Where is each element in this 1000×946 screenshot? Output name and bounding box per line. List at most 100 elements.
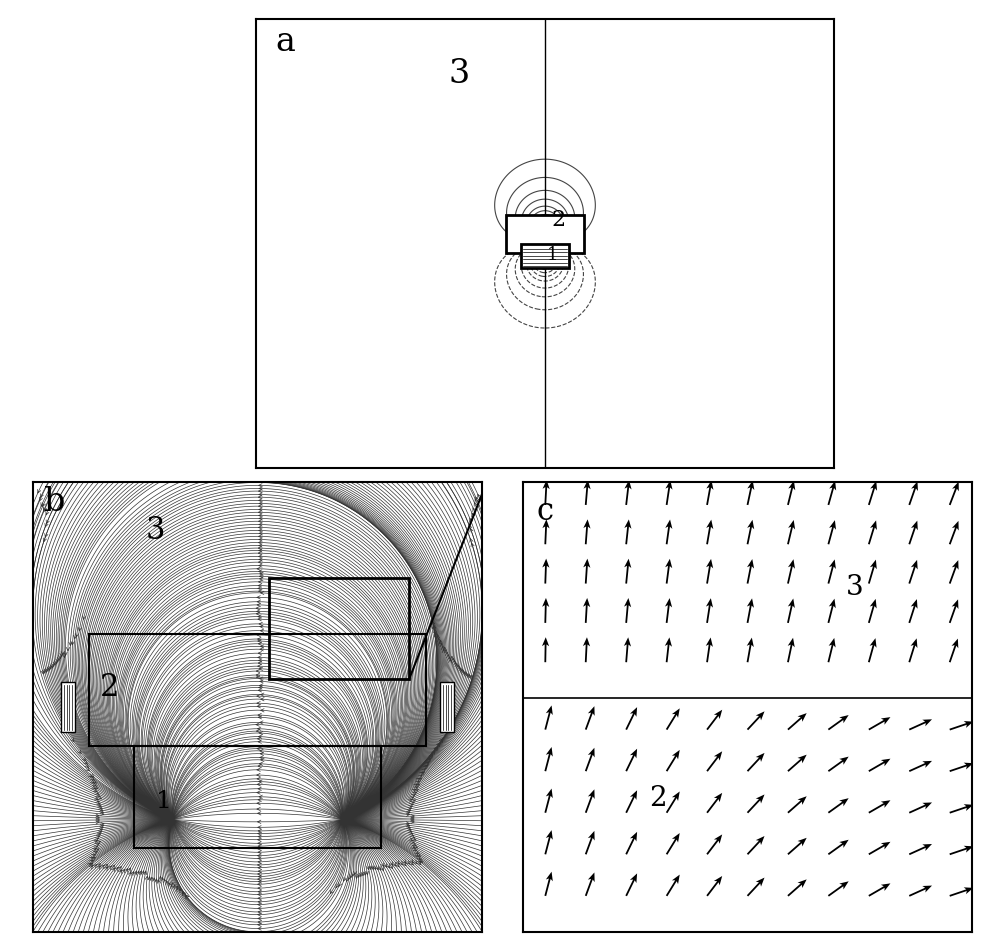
FancyArrowPatch shape: [86, 767, 89, 771]
FancyArrowPatch shape: [258, 923, 261, 926]
FancyArrowPatch shape: [90, 780, 94, 783]
FancyArrowPatch shape: [396, 860, 399, 864]
FancyArrowPatch shape: [442, 649, 445, 653]
FancyArrowPatch shape: [419, 859, 423, 863]
FancyArrowPatch shape: [258, 880, 262, 884]
FancyArrowPatch shape: [368, 866, 372, 869]
FancyArrowPatch shape: [259, 489, 262, 493]
FancyArrowPatch shape: [98, 797, 101, 799]
FancyArrowPatch shape: [423, 765, 427, 769]
FancyArrowPatch shape: [261, 693, 264, 696]
FancyArrowPatch shape: [127, 868, 130, 871]
FancyArrowPatch shape: [258, 906, 261, 910]
FancyArrowPatch shape: [258, 584, 261, 587]
FancyArrowPatch shape: [166, 881, 169, 885]
FancyArrowPatch shape: [257, 596, 260, 599]
FancyArrowPatch shape: [469, 675, 472, 679]
FancyArrowPatch shape: [416, 779, 420, 781]
FancyArrowPatch shape: [258, 727, 261, 730]
FancyArrowPatch shape: [450, 657, 453, 659]
FancyArrowPatch shape: [473, 508, 476, 512]
FancyArrowPatch shape: [412, 837, 416, 840]
FancyArrowPatch shape: [412, 843, 416, 846]
FancyArrowPatch shape: [40, 494, 43, 498]
FancyArrowPatch shape: [474, 502, 477, 506]
FancyArrowPatch shape: [413, 860, 417, 864]
FancyArrowPatch shape: [260, 749, 263, 753]
FancyArrowPatch shape: [431, 621, 434, 624]
FancyArrowPatch shape: [435, 633, 438, 637]
FancyArrowPatch shape: [475, 499, 478, 502]
FancyArrowPatch shape: [101, 822, 104, 826]
FancyArrowPatch shape: [257, 747, 260, 750]
FancyArrowPatch shape: [432, 625, 436, 628]
FancyArrowPatch shape: [259, 762, 263, 765]
FancyArrowPatch shape: [259, 745, 262, 748]
FancyArrowPatch shape: [256, 729, 260, 733]
FancyArrowPatch shape: [260, 574, 263, 578]
FancyArrowPatch shape: [56, 658, 59, 662]
FancyArrowPatch shape: [91, 854, 95, 857]
FancyArrowPatch shape: [46, 520, 49, 524]
FancyArrowPatch shape: [82, 616, 86, 620]
FancyArrowPatch shape: [258, 901, 262, 903]
FancyArrowPatch shape: [136, 871, 139, 875]
FancyArrowPatch shape: [57, 657, 60, 660]
FancyArrowPatch shape: [417, 853, 420, 856]
FancyArrowPatch shape: [131, 871, 134, 875]
FancyArrowPatch shape: [413, 793, 417, 796]
FancyArrowPatch shape: [381, 863, 384, 867]
FancyArrowPatch shape: [78, 750, 81, 753]
FancyArrowPatch shape: [260, 625, 263, 628]
FancyArrowPatch shape: [393, 863, 396, 866]
FancyArrowPatch shape: [259, 523, 262, 526]
Text: 2: 2: [551, 209, 566, 231]
FancyArrowPatch shape: [97, 841, 101, 844]
FancyArrowPatch shape: [89, 866, 93, 869]
FancyArrowPatch shape: [183, 891, 186, 895]
FancyArrowPatch shape: [260, 756, 263, 760]
Text: c: c: [536, 496, 553, 527]
FancyArrowPatch shape: [408, 799, 412, 802]
FancyArrowPatch shape: [260, 677, 263, 680]
FancyArrowPatch shape: [409, 838, 413, 841]
FancyArrowPatch shape: [409, 806, 412, 809]
FancyArrowPatch shape: [257, 600, 261, 604]
FancyArrowPatch shape: [258, 902, 261, 906]
FancyArrowPatch shape: [259, 686, 262, 690]
FancyArrowPatch shape: [96, 818, 99, 822]
FancyArrowPatch shape: [118, 867, 121, 870]
FancyArrowPatch shape: [94, 846, 98, 849]
FancyArrowPatch shape: [174, 885, 177, 889]
FancyArrowPatch shape: [348, 876, 351, 880]
FancyArrowPatch shape: [411, 801, 414, 805]
FancyArrowPatch shape: [54, 660, 58, 664]
FancyArrowPatch shape: [418, 779, 422, 781]
FancyArrowPatch shape: [436, 635, 440, 639]
FancyArrowPatch shape: [43, 508, 47, 512]
FancyArrowPatch shape: [406, 822, 409, 825]
FancyArrowPatch shape: [408, 808, 411, 811]
FancyArrowPatch shape: [478, 495, 481, 499]
FancyArrowPatch shape: [75, 634, 79, 637]
FancyArrowPatch shape: [410, 833, 414, 836]
FancyArrowPatch shape: [84, 761, 87, 764]
FancyArrowPatch shape: [145, 876, 148, 880]
FancyArrowPatch shape: [90, 774, 94, 778]
FancyArrowPatch shape: [101, 866, 104, 868]
FancyArrowPatch shape: [352, 872, 355, 876]
FancyArrowPatch shape: [259, 538, 262, 541]
FancyArrowPatch shape: [89, 864, 93, 867]
FancyArrowPatch shape: [258, 878, 261, 881]
FancyArrowPatch shape: [419, 772, 423, 776]
Text: b: b: [44, 485, 65, 517]
FancyArrowPatch shape: [258, 847, 261, 850]
FancyArrowPatch shape: [257, 778, 260, 780]
Text: 1: 1: [156, 790, 172, 814]
FancyArrowPatch shape: [259, 483, 262, 487]
FancyArrowPatch shape: [260, 680, 263, 683]
FancyArrowPatch shape: [96, 820, 99, 824]
FancyArrowPatch shape: [122, 869, 125, 873]
FancyArrowPatch shape: [460, 670, 463, 673]
FancyArrowPatch shape: [454, 662, 457, 665]
